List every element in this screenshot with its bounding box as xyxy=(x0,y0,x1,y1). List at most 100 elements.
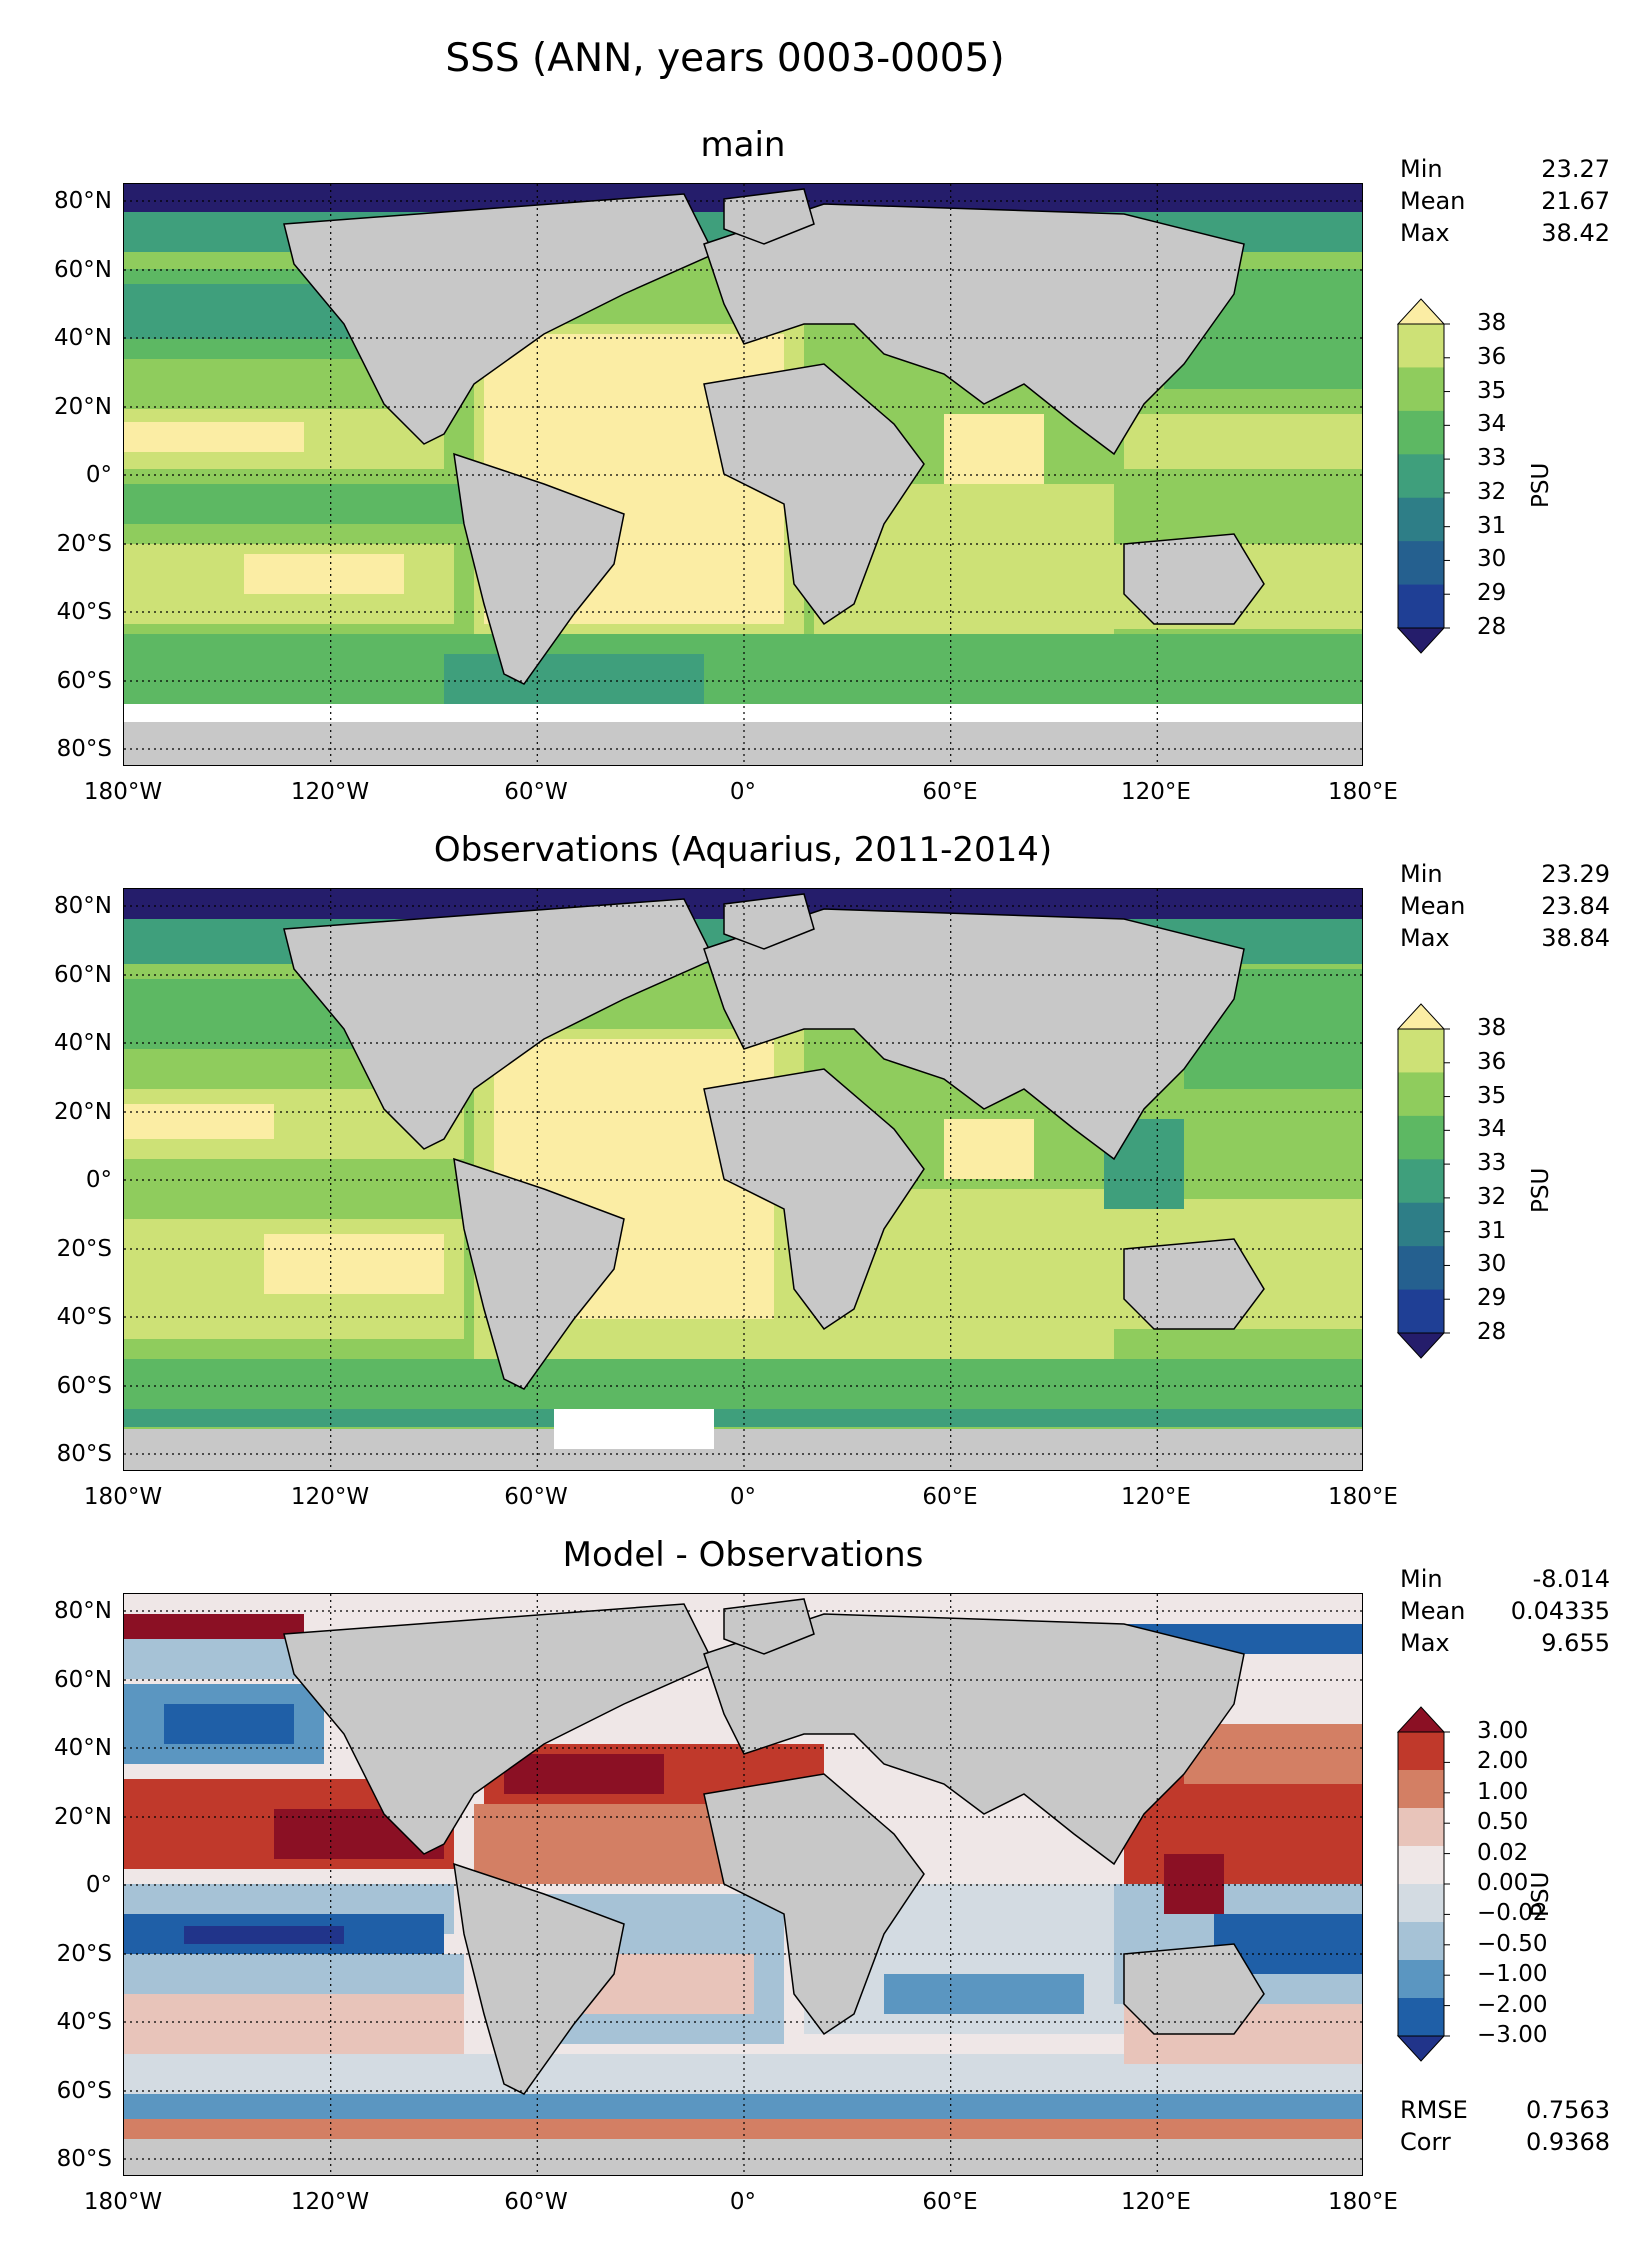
xtick: 0° xyxy=(729,779,757,805)
panel-2-stats: Min 23.29 Mean 23.84 Max 38.84 xyxy=(1400,858,1610,954)
graticule xyxy=(124,1594,1362,2175)
ytick: 60°S xyxy=(56,2078,112,2104)
xtick: 60°W xyxy=(504,1484,568,1510)
panel-2-title: Observations (Aquarius, 2011-2014) xyxy=(433,830,1053,870)
colorbar-extend-top xyxy=(1396,1003,1446,1030)
stat-min: Min 23.29 xyxy=(1400,860,1610,888)
colorbar-tick: 1.00 xyxy=(1477,1778,1529,1805)
colorbar-tick: 28 xyxy=(1477,1319,1507,1345)
colorbar-segment xyxy=(1398,1960,1444,1999)
colorbar-1-label: PSU xyxy=(1528,462,1554,508)
colorbar-extend-bottom xyxy=(1396,1332,1446,1359)
panel-3-stats: Min -8.014 Mean 0.04335 Max 9.655 xyxy=(1400,1563,1610,1659)
stat-corr: Corr 0.9368 xyxy=(1400,2128,1610,2156)
xtick: 60°E xyxy=(922,1484,978,1510)
ytick: 80°S xyxy=(56,736,112,762)
colorbar-tick: −2.00 xyxy=(1477,1991,1548,2018)
colorbar-3-label: PSU xyxy=(1528,1871,1554,1917)
colorbar-tick: 0.50 xyxy=(1477,1809,1529,1836)
sss-model-map xyxy=(124,184,1362,765)
xtick: 60°E xyxy=(922,2189,978,2215)
stat-max: Max 38.84 xyxy=(1400,924,1610,952)
ytick: 60°S xyxy=(56,1373,112,1399)
land-masses xyxy=(283,188,1265,685)
colorbar-tick: 3.00 xyxy=(1477,1718,1529,1744)
ytick: 20°S xyxy=(56,1941,112,1967)
xtick: 120°W xyxy=(290,1484,370,1510)
colorbar-tick: 0.00 xyxy=(1477,1870,1529,1896)
colorbar-tick: 38 xyxy=(1477,310,1507,336)
graticule xyxy=(124,184,1362,765)
panel-3-error-stats: RMSE 0.7563 Corr 0.9368 xyxy=(1400,2094,1610,2158)
xtick: 120°W xyxy=(290,779,370,805)
land-masses xyxy=(283,893,1265,1390)
land-masses xyxy=(283,1598,1265,2095)
colorbar-segment xyxy=(1398,1770,1444,1809)
colorbar-segment xyxy=(1398,1202,1444,1247)
ytick: 40°S xyxy=(56,1304,112,1330)
ytick: 80°S xyxy=(56,2146,112,2172)
stat-mean: Mean 21.67 xyxy=(1400,187,1610,215)
colorbar-segment xyxy=(1398,1115,1444,1160)
colorbar-tick: 30 xyxy=(1477,546,1507,573)
xtick: 120°E xyxy=(1121,2189,1191,2215)
colorbar-segment xyxy=(1398,1998,1444,2037)
ytick: 40°N xyxy=(54,1735,112,1761)
colorbar-segment xyxy=(1398,497,1444,542)
colorbar-tick: 31 xyxy=(1477,512,1507,539)
xtick: 180°W xyxy=(83,2189,163,2215)
ytick: 40°S xyxy=(56,2009,112,2035)
sss-obs-map xyxy=(124,889,1362,1470)
ytick: 60°N xyxy=(54,1667,112,1693)
colorbar-tick: 36 xyxy=(1477,343,1507,370)
ytick: 80°S xyxy=(56,1441,112,1467)
figure-title: SSS (ANN, years 0003-0005) xyxy=(445,36,1005,81)
map-panel-1 xyxy=(123,183,1363,766)
colorbar-tick: 36 xyxy=(1477,1048,1507,1075)
colorbar-segment xyxy=(1398,584,1444,629)
ytick: 80°N xyxy=(54,1598,112,1624)
stat-max: Max 9.655 xyxy=(1400,1629,1610,1657)
colorbar-segment xyxy=(1398,1732,1444,1771)
xtick: 180°E xyxy=(1328,779,1398,805)
colorbar-tick: 30 xyxy=(1477,1251,1507,1278)
xtick: 60°W xyxy=(504,2189,568,2215)
colorbar-segment xyxy=(1398,1029,1444,1073)
colorbar-tick: 28 xyxy=(1477,614,1507,640)
xtick: 60°W xyxy=(504,779,568,805)
panel-3-title: Model - Observations xyxy=(562,1535,924,1575)
xtick: 180°W xyxy=(83,779,163,805)
xtick: 180°W xyxy=(83,1484,163,1510)
colorbar-tick: 33 xyxy=(1477,1150,1507,1177)
ytick: 40°N xyxy=(54,1030,112,1056)
stat-mean: Mean 0.04335 xyxy=(1400,1597,1610,1625)
panel-1-title: main xyxy=(700,125,786,165)
colorbar-segment xyxy=(1398,410,1444,455)
colorbar-extend-bottom xyxy=(1396,627,1446,654)
colorbar-segment xyxy=(1398,541,1444,586)
ytick: 60°N xyxy=(54,962,112,988)
colorbar-tick: 2.00 xyxy=(1477,1748,1529,1775)
colorbar-segment xyxy=(1398,1884,1444,1923)
colorbar-tick: 34 xyxy=(1477,1116,1507,1143)
ytick: 0° xyxy=(85,462,112,488)
colorbar-segment xyxy=(1398,1289,1444,1334)
colorbar-segment xyxy=(1398,454,1444,499)
stat-rmse: RMSE 0.7563 xyxy=(1400,2096,1610,2124)
colorbar-tick: −1.00 xyxy=(1477,1961,1548,1988)
ytick: 20°N xyxy=(54,1099,112,1125)
ytick: 20°S xyxy=(56,1236,112,1262)
colorbar-extend-bottom xyxy=(1396,2035,1446,2062)
stat-max: Max 38.42 xyxy=(1400,219,1610,247)
xtick: 120°E xyxy=(1121,779,1191,805)
ytick: 80°N xyxy=(54,893,112,919)
colorbar-segment xyxy=(1398,1072,1444,1117)
colorbar-1 xyxy=(1396,298,1450,654)
colorbar-2-label: PSU xyxy=(1528,1167,1554,1213)
colorbar-tick: 35 xyxy=(1477,1082,1507,1109)
colorbar-tick: 38 xyxy=(1477,1015,1507,1041)
colorbar-segment xyxy=(1398,1808,1444,1847)
colorbar-tick: 32 xyxy=(1477,478,1507,505)
sss-bias-map xyxy=(124,1594,1362,2175)
stat-min: Min -8.014 xyxy=(1400,1565,1610,1593)
